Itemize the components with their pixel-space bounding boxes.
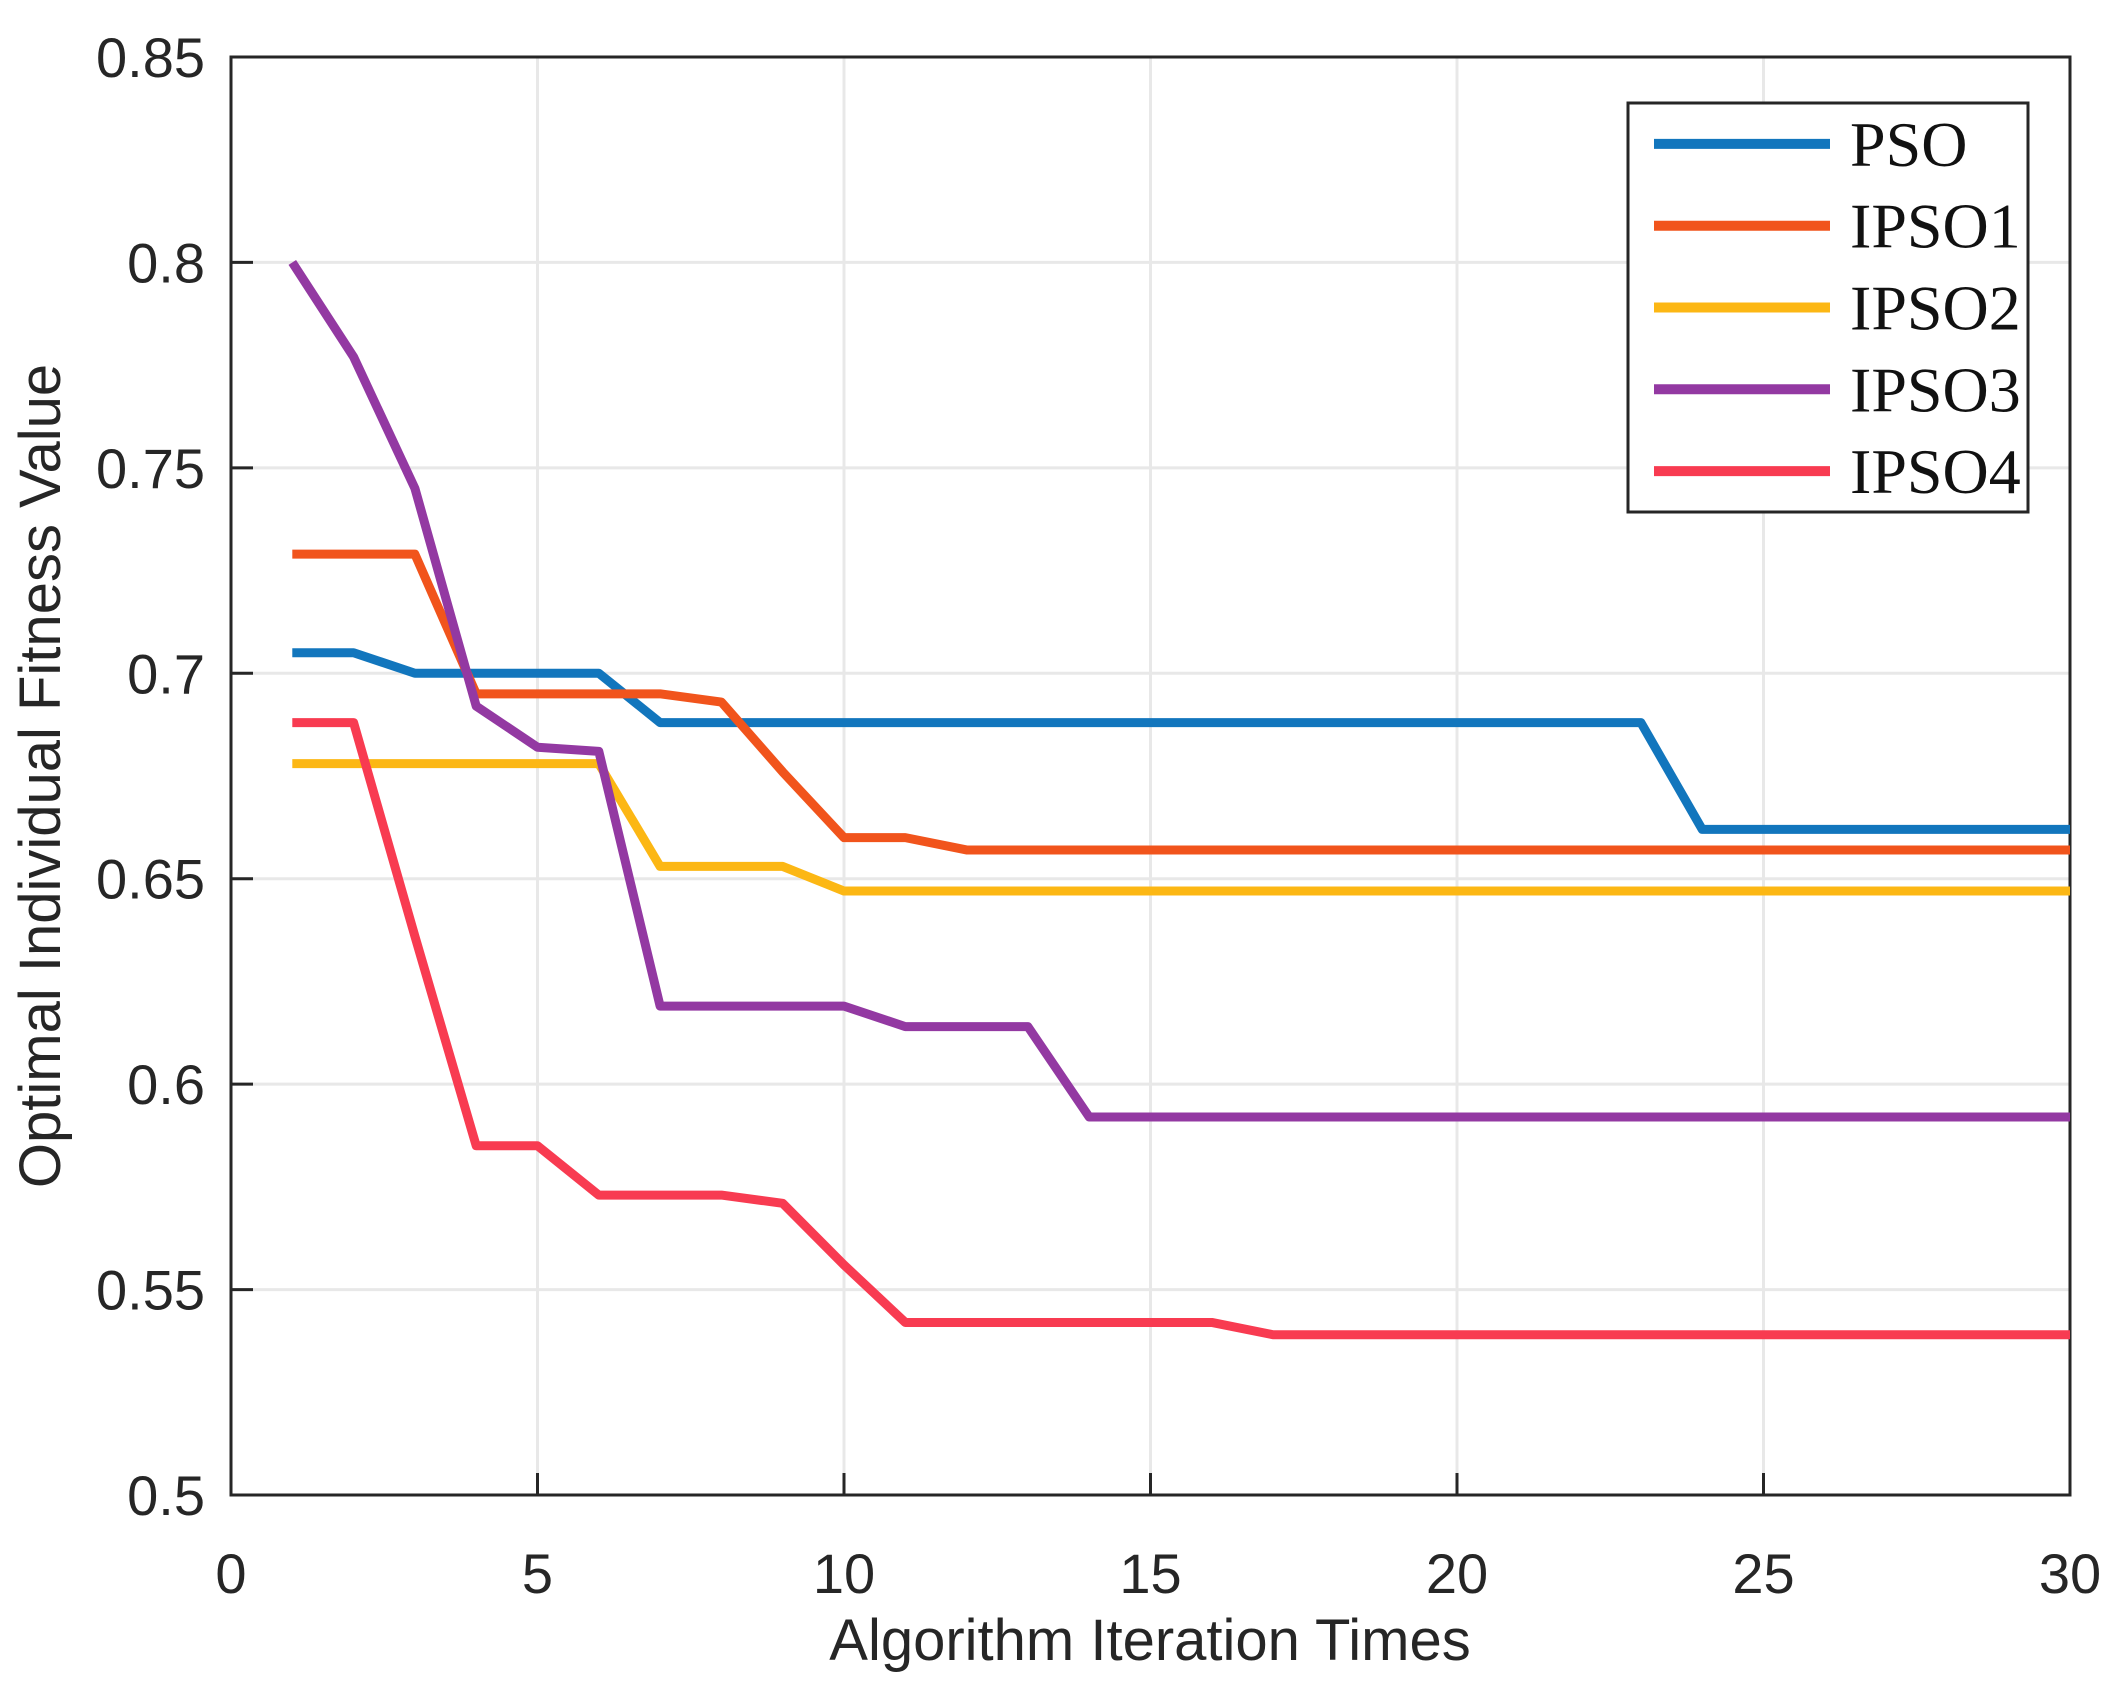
x-tick-label: 25 <box>1732 1542 1794 1605</box>
data-series <box>288 259 2070 1340</box>
y-axis-label: Optimal Individual Fitness Value <box>8 364 73 1188</box>
x-tick-label: 0 <box>215 1542 246 1605</box>
x-tick-label: 5 <box>522 1542 553 1605</box>
legend-entry-IPSO2: IPSO2 <box>1654 273 2021 344</box>
legend-label: IPSO1 <box>1850 191 2021 262</box>
legend-entry-IPSO1: IPSO1 <box>1654 191 2021 262</box>
y-tick-label: 0.75 <box>96 437 205 500</box>
y-tick-label: 0.7 <box>127 642 205 705</box>
x-tick-label: 20 <box>1426 1542 1488 1605</box>
x-axis-label: Algorithm Iteration Times <box>829 1608 1470 1673</box>
legend-entry-IPSO3: IPSO3 <box>1654 354 2021 425</box>
y-tick-label: 0.85 <box>96 26 205 89</box>
series-line-IPSO3 <box>288 259 2070 1122</box>
legend-label: IPSO4 <box>1850 436 2021 507</box>
legend-entry-PSO: PSO <box>1654 109 1967 180</box>
x-tick-label: 15 <box>1119 1542 1181 1605</box>
axis-ticks: 0 5 10 15 20 25 30 0.5 0.55 0.6 0.65 0.7 0.75 0.8 0.85 <box>96 26 2101 1605</box>
x-tick-label: 30 <box>2039 1542 2101 1605</box>
series-line-IPSO4 <box>292 718 2070 1340</box>
y-tick-label: 0.55 <box>96 1259 205 1322</box>
y-tick-label: 0.5 <box>127 1464 205 1527</box>
legend-entry-IPSO4: IPSO4 <box>1654 436 2021 507</box>
series-line-IPSO1 <box>292 549 2070 855</box>
series-line-IPSO2 <box>292 759 2070 896</box>
y-tick-label: 0.6 <box>127 1053 205 1116</box>
y-tick-label: 0.65 <box>96 848 205 911</box>
legend-label: IPSO2 <box>1850 273 2021 344</box>
x-tick-label: 10 <box>813 1542 875 1605</box>
legend-label: PSO <box>1850 109 1967 180</box>
series-line-PSO <box>292 648 2070 834</box>
legend: PSO IPSO1 IPSO2 IPSO3 IPSO4 <box>1626 101 2030 514</box>
legend-label: IPSO3 <box>1850 354 2021 425</box>
y-tick-label: 0.8 <box>127 231 205 294</box>
